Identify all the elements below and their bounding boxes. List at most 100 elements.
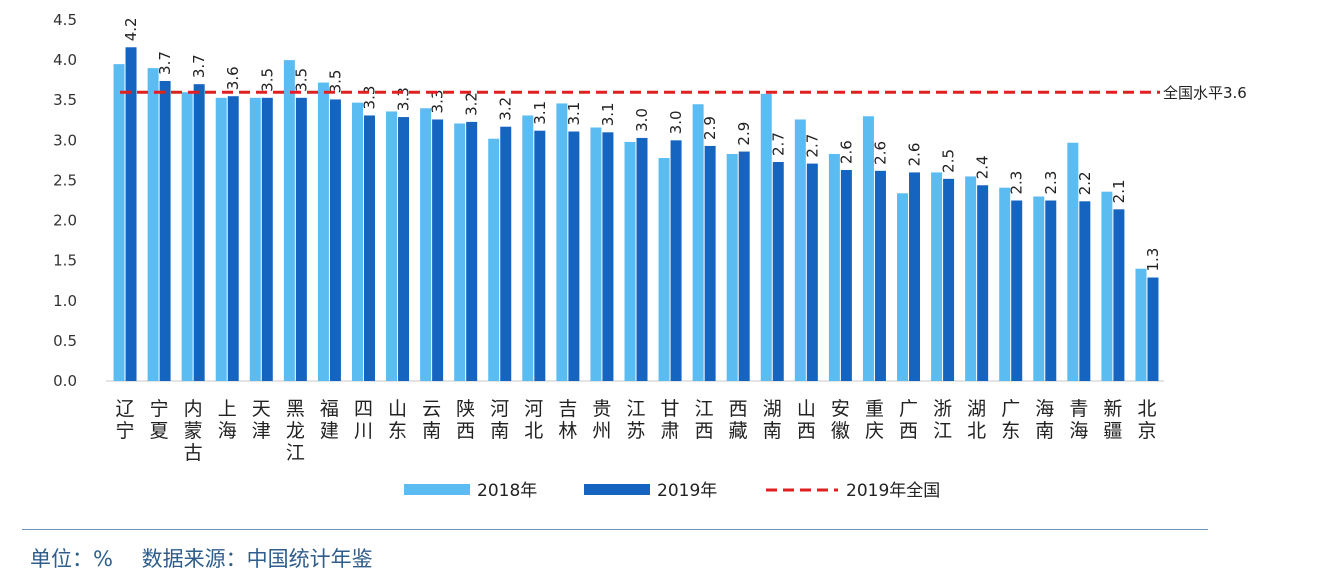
category-label: 天津: [252, 398, 271, 442]
category-label: 江苏: [626, 398, 645, 442]
bar-2018-0: [113, 64, 125, 381]
data-label: 3.0: [667, 110, 685, 134]
y-tick-label: 4.5: [53, 11, 77, 29]
category-label: 上海: [218, 398, 237, 442]
category-label: 云南: [422, 398, 441, 442]
y-tick-label: 0.0: [53, 372, 77, 390]
bar-2019-14: [602, 132, 614, 381]
bar-2018-8: [386, 111, 398, 381]
bar-2018-28: [1067, 142, 1079, 381]
data-label: 1.3: [1144, 248, 1162, 272]
bar-2019-19: [772, 161, 784, 381]
bar-2019-5: [295, 97, 307, 381]
bar-2018-27: [1033, 196, 1045, 381]
data-label: 3.7: [190, 54, 208, 78]
bar-2018-18: [726, 153, 738, 381]
category-label: 吉林: [558, 398, 577, 442]
bar-2019-7: [363, 115, 375, 381]
y-tick-label: 1.5: [53, 252, 77, 270]
category-label: 福建: [320, 398, 339, 442]
bar-2018-14: [590, 127, 602, 382]
bar-2019-17: [704, 145, 716, 381]
bar-2019-11: [500, 126, 512, 381]
bar-2019-22: [874, 170, 886, 381]
category-label: 海南: [1035, 398, 1054, 442]
bar-2018-2: [181, 92, 193, 381]
bar-2018-25: [965, 176, 977, 381]
y-tick-label: 2.5: [53, 171, 77, 189]
bar-2019-4: [261, 97, 273, 381]
bar-2018-13: [556, 103, 568, 381]
bar-2019-30: [1147, 277, 1159, 381]
bar-2019-15: [636, 137, 648, 381]
category-label: 河南: [490, 398, 509, 442]
category-label: 安徽: [831, 398, 850, 442]
bar-2019-10: [466, 121, 478, 381]
data-label: 2.3: [1042, 171, 1060, 195]
y-tick-label: 3.5: [53, 91, 77, 109]
category-label: 陕西: [456, 398, 475, 442]
footer: 单位：% 数据来源：中国统计年鉴: [30, 543, 395, 573]
bar-2018-20: [794, 119, 806, 381]
data-label: 2.5: [940, 149, 958, 173]
bar-2018-30: [1135, 268, 1147, 381]
bar-2019-1: [159, 80, 171, 382]
data-label: 2.7: [803, 134, 821, 158]
category-label: 西藏: [729, 398, 748, 442]
data-label: 3.5: [292, 68, 310, 92]
bar-2018-9: [420, 108, 432, 381]
legend-label-national: 2019年全国: [846, 481, 940, 501]
category-label: 河北: [524, 398, 543, 442]
bar-2018-1: [147, 68, 159, 381]
data-label: 3.6: [224, 66, 242, 90]
legend-swatch-2018: [404, 484, 470, 495]
bar-2019-9: [432, 119, 444, 381]
bar-2018-7: [351, 102, 363, 381]
data-label: 2.6: [871, 141, 889, 165]
bar-2018-19: [760, 93, 772, 381]
reference-line-group: 全国水平3.6: [120, 84, 1247, 102]
category-label: 青海: [1069, 398, 1088, 442]
bar-2019-12: [534, 130, 546, 381]
category-label: 湖南: [763, 398, 782, 442]
data-label: 3.1: [599, 102, 617, 126]
data-label: 2.7: [769, 132, 787, 156]
data-label: 3.5: [258, 68, 276, 92]
data-label: 2.9: [701, 116, 719, 140]
data-label: 3.2: [463, 92, 481, 116]
data-label: 3.2: [497, 97, 515, 121]
bar-2019-16: [670, 140, 682, 381]
bar-2019-3: [227, 96, 239, 381]
bar-2018-4: [249, 97, 261, 381]
category-label: 甘肃: [661, 398, 680, 442]
category-label: 江西: [695, 398, 714, 442]
data-label: 4.2: [122, 17, 140, 41]
bar-2019-18: [738, 151, 750, 381]
y-tick-label: 1.0: [53, 292, 77, 310]
bar-2018-17: [692, 104, 704, 381]
data-label: 2.9: [735, 122, 753, 146]
data-label: 3.1: [531, 101, 549, 125]
data-labels: 4.23.7 3.73.6 3.5 3.5 3.53.3 3.3 3.3 3.2 3.2 3.1 3…: [122, 17, 1162, 271]
data-label: 3.0: [633, 108, 651, 132]
bar-2019-24: [943, 178, 955, 381]
data-label: 2.6: [906, 143, 924, 167]
data-label: 2.3: [1008, 171, 1026, 195]
category-label: 山西: [797, 398, 816, 442]
data-label: 3.5: [326, 70, 344, 94]
category-label: 广东: [1001, 398, 1020, 442]
category-label: 湖北: [967, 398, 986, 442]
bar-2018-24: [931, 172, 943, 381]
bar-2018-16: [658, 157, 670, 381]
bar-2019-13: [568, 131, 580, 381]
bar-2018-23: [897, 193, 909, 381]
bar-2019-25: [977, 185, 989, 381]
bar-2018-12: [522, 115, 534, 381]
data-label: 3.3: [429, 90, 447, 114]
bar-2018-29: [1101, 191, 1113, 381]
bars: [113, 47, 1159, 382]
bar-2019-28: [1079, 201, 1091, 381]
data-label: 2.4: [974, 155, 992, 179]
unit-note: 单位：%: [30, 547, 113, 571]
